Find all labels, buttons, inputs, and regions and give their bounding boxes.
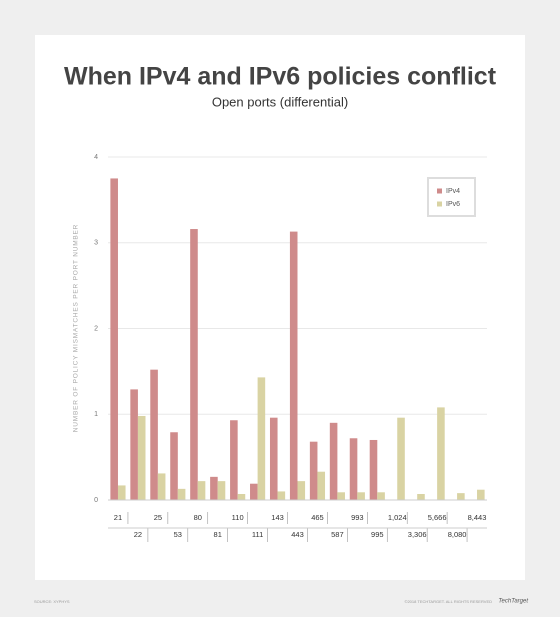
copyright: ©2018 TECHTARGET. ALL RIGHTS RESERVED bbox=[405, 599, 493, 604]
bar bbox=[237, 493, 246, 500]
y-tick-label: 0 bbox=[94, 497, 98, 504]
bar bbox=[230, 420, 238, 500]
x-tick-label: 110 bbox=[232, 513, 244, 522]
x-tick-label: 5,666 bbox=[428, 513, 447, 522]
brand: TechTarget bbox=[498, 599, 528, 605]
x-tick-label: 21 bbox=[114, 513, 122, 522]
bar bbox=[197, 481, 206, 500]
y-axis-label: NUMBER OF POLICY MISMATCHES PER PORT NUM… bbox=[73, 224, 80, 432]
x-tick-label: 465 bbox=[311, 513, 324, 522]
x-tick-label: 53 bbox=[174, 530, 182, 539]
bar bbox=[177, 488, 186, 500]
x-tick-label: 8,080 bbox=[448, 530, 467, 539]
bar bbox=[329, 422, 338, 500]
bar bbox=[337, 492, 345, 500]
bar bbox=[150, 369, 158, 500]
legend-label: IPv4 bbox=[446, 188, 460, 195]
y-tick-label: 1 bbox=[94, 411, 98, 418]
bar bbox=[437, 407, 445, 500]
x-tick-label: 993 bbox=[351, 513, 364, 522]
bar bbox=[130, 389, 138, 500]
bar bbox=[257, 377, 266, 500]
y-tick-label: 3 bbox=[94, 240, 98, 247]
x-tick-label: 80 bbox=[194, 513, 202, 522]
x-tick-label: 3,306 bbox=[408, 530, 427, 539]
y-tick-label: 2 bbox=[94, 325, 98, 332]
x-tick-label: 25 bbox=[154, 513, 162, 522]
bar bbox=[417, 493, 425, 500]
x-tick-label: 22 bbox=[134, 530, 142, 539]
bar bbox=[137, 415, 146, 500]
bar bbox=[110, 178, 118, 500]
x-tick-label: 1,024 bbox=[388, 513, 407, 522]
bar bbox=[217, 481, 226, 500]
bar bbox=[457, 493, 465, 500]
bar bbox=[357, 492, 365, 500]
source: SOURCE: XYPHYS bbox=[34, 599, 70, 604]
bar bbox=[190, 229, 198, 500]
bar bbox=[170, 432, 178, 500]
bar bbox=[317, 471, 326, 500]
x-tick-label: 81 bbox=[214, 530, 222, 539]
bar bbox=[369, 439, 378, 500]
bar bbox=[297, 481, 306, 500]
chart-subtitle: Open ports (differential) bbox=[212, 94, 348, 109]
legend-swatch bbox=[437, 188, 442, 194]
x-tick-label: 443 bbox=[291, 530, 304, 539]
chart-title: When IPv4 and IPv6 policies conflict bbox=[64, 63, 497, 91]
legend: IPv4 IPv6 bbox=[427, 177, 476, 217]
bar bbox=[477, 489, 485, 500]
x-tick-label: 143 bbox=[271, 513, 284, 522]
bar bbox=[309, 441, 318, 500]
legend-swatch bbox=[437, 201, 442, 207]
x-tick-label: 8,443 bbox=[468, 513, 487, 522]
bar bbox=[349, 438, 358, 500]
legend-box bbox=[427, 177, 476, 217]
bar bbox=[397, 417, 405, 500]
bar bbox=[157, 473, 166, 500]
x-tick-label: 587 bbox=[331, 530, 344, 539]
bar bbox=[117, 485, 126, 500]
y-tick-label: 4 bbox=[94, 154, 98, 161]
legend-label: IPv6 bbox=[446, 201, 460, 208]
bar bbox=[210, 476, 218, 500]
bar bbox=[289, 231, 298, 501]
bar bbox=[250, 483, 258, 500]
x-tick-label: 995 bbox=[371, 530, 384, 539]
bar bbox=[269, 417, 278, 500]
x-tick-label: 111 bbox=[252, 530, 263, 539]
bar bbox=[377, 492, 385, 500]
bar bbox=[277, 491, 286, 500]
